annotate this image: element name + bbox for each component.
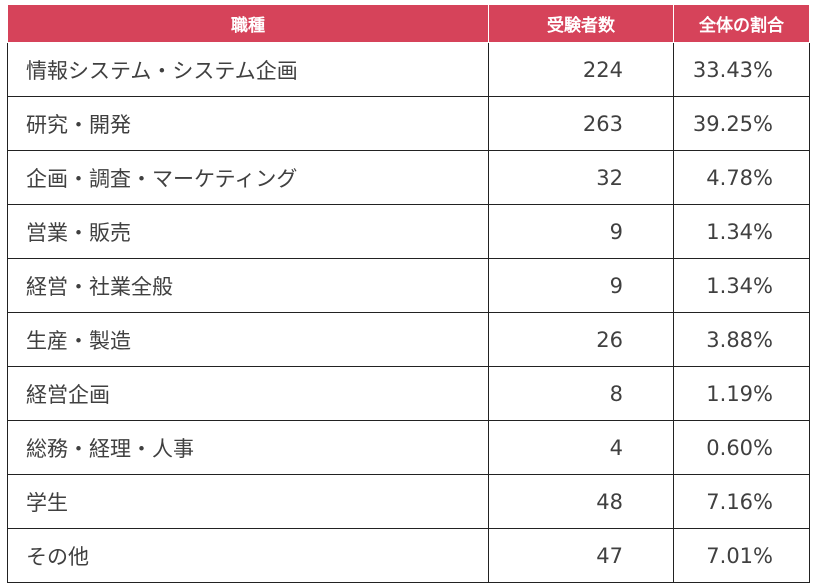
table-body: 情報システム・システム企画 224 33.43% 研究・開発 263 39.25… (7, 42, 810, 583)
cell-count: 32 (488, 150, 674, 205)
cell-count: 224 (488, 42, 674, 97)
cell-job: 生産・製造 (7, 312, 489, 367)
table-row: 経営企画 8 1.19% (7, 366, 810, 421)
cell-ratio: 33.43% (673, 42, 810, 97)
cell-job: 総務・経理・人事 (7, 420, 489, 475)
table-row: 企画・調査・マーケティング 32 4.78% (7, 150, 810, 205)
table-row: その他 47 7.01% (7, 528, 810, 583)
cell-count: 9 (488, 204, 674, 259)
cell-job: 経営企画 (7, 366, 489, 421)
cell-ratio: 7.16% (673, 474, 810, 529)
cell-ratio: 39.25% (673, 96, 810, 151)
cell-job: 経営・社業全般 (7, 258, 489, 313)
cell-count: 26 (488, 312, 674, 367)
cell-count: 263 (488, 96, 674, 151)
header-count: 受験者数 (488, 4, 674, 43)
cell-job: 学生 (7, 474, 489, 529)
cell-job: その他 (7, 528, 489, 583)
cell-ratio: 1.19% (673, 366, 810, 421)
table-row: 研究・開発 263 39.25% (7, 96, 810, 151)
cell-job: 情報システム・システム企画 (7, 42, 489, 97)
cell-count: 8 (488, 366, 674, 421)
table-row: 情報システム・システム企画 224 33.43% (7, 42, 810, 97)
exam-takers-by-job-table: 職種 受験者数 全体の割合 情報システム・システム企画 224 33.43% 研… (7, 4, 810, 583)
cell-ratio: 0.60% (673, 420, 810, 475)
table-row: 学生 48 7.16% (7, 474, 810, 529)
cell-count: 48 (488, 474, 674, 529)
cell-count: 9 (488, 258, 674, 313)
cell-job: 企画・調査・マーケティング (7, 150, 489, 205)
cell-job: 営業・販売 (7, 204, 489, 259)
cell-job: 研究・開発 (7, 96, 489, 151)
cell-ratio: 1.34% (673, 258, 810, 313)
header-ratio: 全体の割合 (673, 4, 810, 43)
header-row: 職種 受験者数 全体の割合 (7, 4, 810, 43)
table-row: 生産・製造 26 3.88% (7, 312, 810, 367)
table-header: 職種 受験者数 全体の割合 (7, 4, 810, 43)
cell-ratio: 4.78% (673, 150, 810, 205)
table-row: 総務・経理・人事 4 0.60% (7, 420, 810, 475)
table-row: 営業・販売 9 1.34% (7, 204, 810, 259)
cell-ratio: 7.01% (673, 528, 810, 583)
cell-count: 47 (488, 528, 674, 583)
cell-ratio: 3.88% (673, 312, 810, 367)
cell-count: 4 (488, 420, 674, 475)
table-row: 経営・社業全般 9 1.34% (7, 258, 810, 313)
data-table: 職種 受験者数 全体の割合 情報システム・システム企画 224 33.43% 研… (7, 4, 810, 583)
cell-ratio: 1.34% (673, 204, 810, 259)
header-job: 職種 (7, 4, 489, 43)
